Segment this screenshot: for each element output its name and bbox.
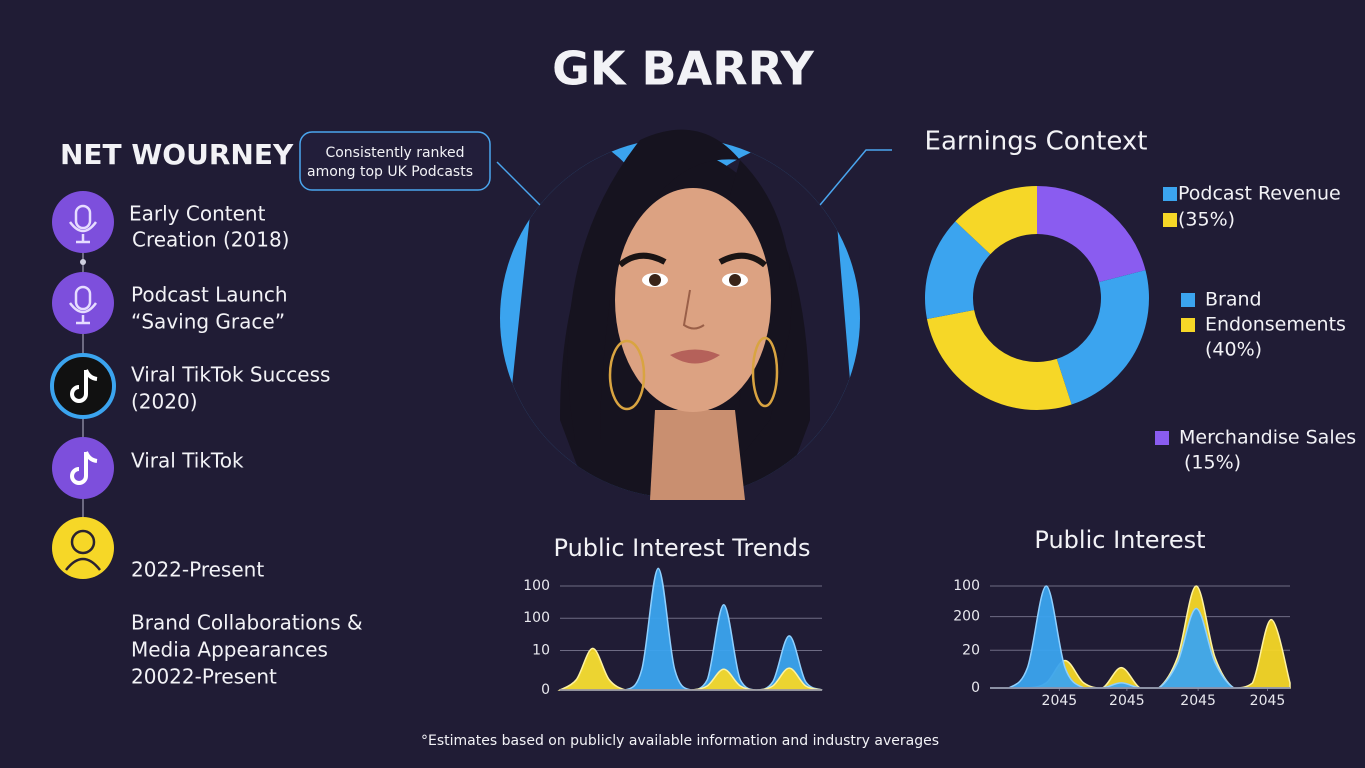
- icon-glyph: [70, 529, 96, 555]
- donut-segment: [926, 309, 1072, 410]
- y-tick-label: 200: [953, 609, 980, 625]
- x-tick-label: 2045: [1109, 693, 1145, 709]
- legend-label: Endonsements: [1205, 314, 1346, 336]
- nose: [682, 289, 705, 330]
- y-tick-label: 100: [523, 578, 550, 594]
- earring: [608, 339, 646, 411]
- legend-swatch: [1181, 318, 1195, 332]
- pupil: [649, 274, 661, 286]
- icon: [52, 437, 114, 499]
- brows: [618, 252, 767, 268]
- timeline-note: 20022-Present: [131, 665, 277, 689]
- timeline-text: Early Content: [129, 202, 266, 226]
- lips: [670, 349, 720, 364]
- y-tick-label: 10: [532, 642, 550, 658]
- title: GK BARRY: [552, 42, 814, 96]
- hair: [567, 129, 740, 440]
- icon: [52, 191, 114, 253]
- donut-segment: [955, 186, 1037, 255]
- legend-swatch: [1163, 213, 1177, 227]
- icon-glyph: [68, 221, 98, 244]
- legend-label: (35%): [1178, 209, 1235, 231]
- icon-glyph: [70, 451, 98, 485]
- icon: [52, 517, 114, 579]
- y-tick-label: 0: [971, 680, 980, 696]
- callout-text: Consistently ranked: [325, 145, 464, 161]
- callout-line: [496, 161, 541, 206]
- legend-label: (15%): [1184, 452, 1241, 474]
- timeline-text: 2022-Present: [131, 558, 264, 582]
- timeline-icons: [50, 191, 116, 579]
- legend-swatch: [1181, 293, 1195, 307]
- legend-label: Brand: [1205, 289, 1262, 311]
- legend-swatch: [1155, 431, 1169, 445]
- timeline-note: Media Appearances: [131, 638, 328, 662]
- neck: [650, 410, 745, 500]
- y-tick-label: 100: [523, 610, 550, 626]
- icon-glyph: [74, 285, 92, 311]
- earring: [751, 336, 779, 408]
- legend-label: Podcast Revenue: [1178, 183, 1341, 205]
- callout-line: [819, 149, 892, 206]
- legend-label: Merchandise Sales: [1179, 427, 1356, 449]
- icon-glyph: [65, 557, 101, 571]
- x-tick-label: 2045: [1250, 693, 1286, 709]
- portrait: [500, 129, 860, 500]
- y-tick-label: 0: [541, 682, 550, 698]
- footnote: °Estimates based on publicly available i…: [421, 733, 939, 749]
- x-tick-label: 2045: [1180, 693, 1216, 709]
- chart-title: Public Interest: [1034, 526, 1205, 554]
- timeline-dot: [80, 259, 86, 265]
- timeline-note: Brand Collaborations &: [131, 611, 363, 635]
- x-tick-label: 2045: [1042, 693, 1078, 709]
- timeline-text: (2020): [131, 390, 198, 414]
- y-tick-label: 20: [962, 642, 980, 658]
- icon-glyph: [68, 302, 98, 325]
- icon-glyph: [70, 369, 98, 403]
- timeline-text: Viral TikTok: [131, 449, 244, 473]
- timeline-text: “Saving Grace”: [131, 310, 285, 334]
- callout-text: among top UK Podcasts: [307, 164, 473, 180]
- chart-title: Public Interest Trends: [554, 534, 811, 562]
- donut-segment: [1037, 186, 1146, 283]
- timeline-text: Creation (2018): [132, 228, 289, 252]
- callout-box: [299, 131, 491, 191]
- face: [615, 188, 771, 412]
- icon-glyph: [74, 204, 92, 230]
- timeline-text: Podcast Launch: [131, 283, 288, 307]
- legend-swatch: [1163, 187, 1177, 201]
- y-tick-label: 100: [953, 578, 980, 594]
- timeline-heading: NET WOURNEY: [60, 138, 294, 171]
- timeline-text: Viral TikTok Success: [131, 363, 330, 387]
- pupil: [729, 274, 741, 286]
- icon: [52, 272, 114, 334]
- chart-title: Earnings Context: [925, 127, 1148, 157]
- legend-label: (40%): [1205, 339, 1262, 361]
- donut-segment: [925, 221, 991, 319]
- donut-segment: [1056, 270, 1150, 405]
- icon: [50, 353, 116, 419]
